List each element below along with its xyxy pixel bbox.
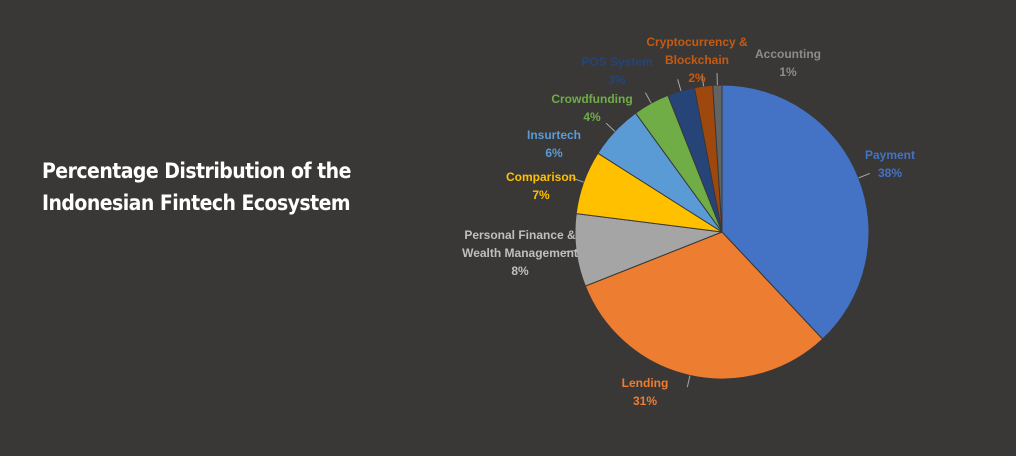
- leader-line: [572, 177, 584, 183]
- category-label: Personal Finance & Wealth Management: [462, 228, 578, 260]
- leader-line: [677, 79, 682, 91]
- pie-slice: [712, 84, 723, 233]
- value-label: 3%: [608, 73, 626, 87]
- leader-line: [564, 249, 577, 253]
- value-label: 7%: [532, 188, 550, 202]
- slice-label: Insurtech 6%: [514, 126, 594, 162]
- pie-slice: [721, 84, 870, 340]
- slice-label: Cryptocurrency & Blockchain 2%: [632, 33, 762, 87]
- slice-label: Lending 31%: [605, 374, 685, 410]
- value-label: 31%: [632, 394, 658, 408]
- category-label: Comparison: [505, 170, 576, 184]
- category-label: Insurtech: [526, 128, 581, 142]
- slice-label: Accounting 1%: [743, 45, 833, 81]
- leader-line: [605, 122, 616, 132]
- chart-title: Percentage Distribution of the Indonesia…: [42, 159, 351, 215]
- leader-line: [858, 173, 871, 179]
- category-label: Payment: [864, 148, 916, 162]
- pie-slice: [584, 231, 824, 380]
- leader-line: [686, 375, 691, 388]
- slice-label: Payment 38%: [850, 146, 930, 182]
- category-label: Cryptocurrency & Blockchain: [646, 35, 748, 67]
- value-label: 4%: [583, 110, 601, 124]
- leader-line: [701, 74, 705, 87]
- slice-label: Crowdfunding 4%: [542, 90, 642, 126]
- value-label: 8%: [511, 264, 529, 278]
- category-label: Accounting: [755, 47, 821, 61]
- slice-label: Comparison 7%: [496, 168, 586, 204]
- value-label: 38%: [877, 166, 903, 180]
- leader-line: [644, 92, 652, 104]
- category-label: Crowdfunding: [551, 92, 633, 106]
- slice-label: Personal Finance & Wealth Management 8%: [460, 226, 580, 280]
- slice-label: POS System 3%: [572, 53, 662, 89]
- value-label: 2%: [688, 71, 706, 85]
- category-label: POS System: [581, 55, 653, 69]
- category-label: Lending: [621, 376, 669, 390]
- value-label: 6%: [545, 146, 563, 160]
- value-label: 1%: [779, 65, 797, 79]
